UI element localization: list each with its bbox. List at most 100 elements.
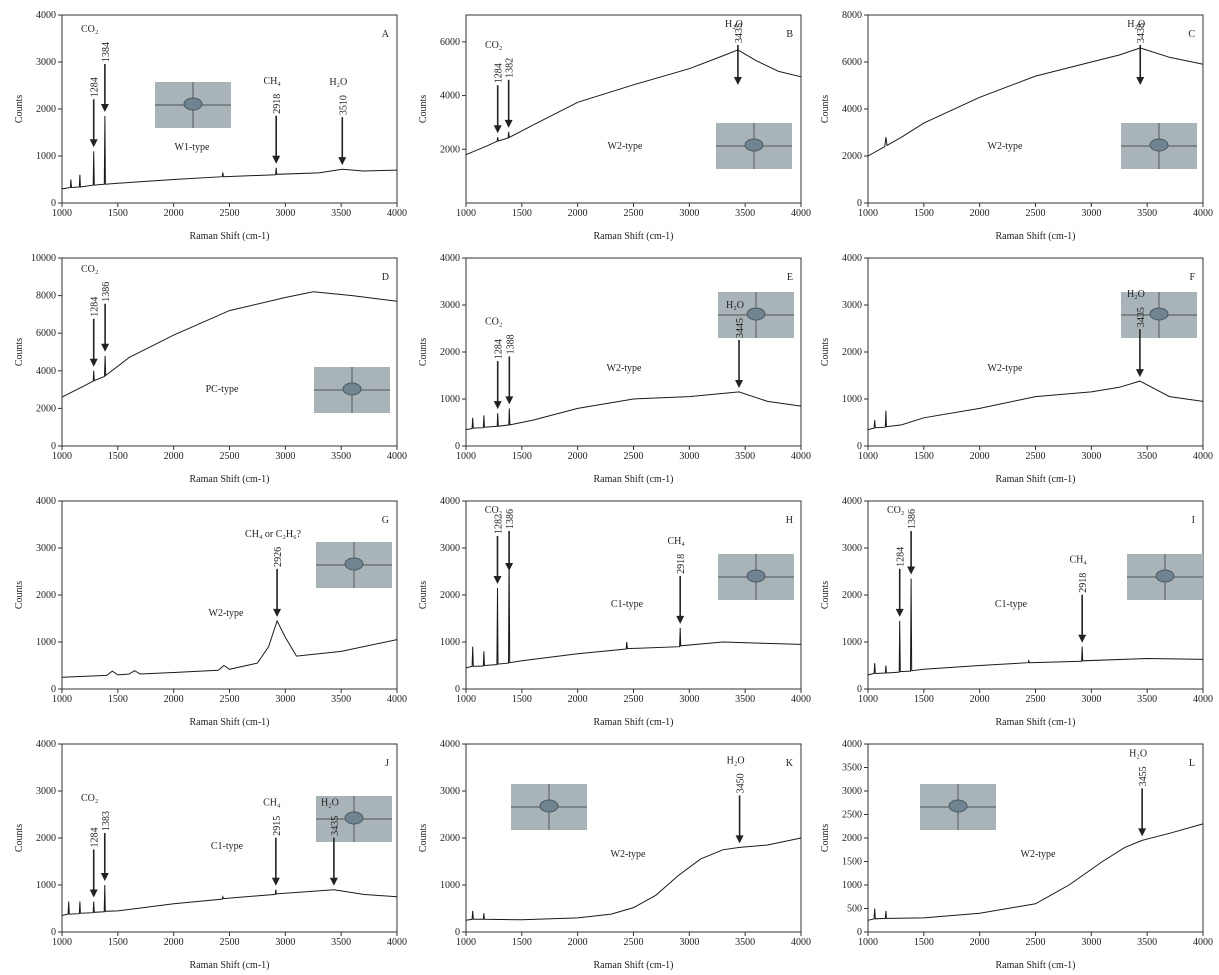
species-label: H₂O xyxy=(725,19,743,30)
x-tick-label: 2500 xyxy=(220,208,240,219)
peak-label: 1282 xyxy=(493,514,504,534)
peak-label: 2918 xyxy=(676,554,687,574)
panel-letter: L xyxy=(1189,758,1195,769)
x-tick-label: 2500 xyxy=(624,208,644,219)
peak-label: 3450 xyxy=(736,773,747,793)
y-axis-label: Counts xyxy=(14,338,25,366)
plot-frame xyxy=(61,500,398,690)
spectrum-line xyxy=(61,115,398,190)
y-tick-label: 4000 xyxy=(440,91,460,102)
x-tick-label: 4000 xyxy=(1193,451,1213,462)
y-tick-label: 1000 xyxy=(440,880,460,891)
type-label: W2-type xyxy=(1021,849,1057,860)
y-tick-label: 6000 xyxy=(842,57,862,68)
x-tick-label: 3500 xyxy=(1137,451,1157,462)
inset-photo xyxy=(718,292,794,338)
x-tick-label: 2000 xyxy=(164,208,184,219)
peak-label: 1382 xyxy=(505,58,516,78)
y-tick-label: 3000 xyxy=(36,786,56,797)
peak-arrowhead xyxy=(733,77,742,85)
type-label: C1-type xyxy=(995,599,1028,610)
peak-arrowhead xyxy=(338,157,347,166)
y-tick-label: 1000 xyxy=(842,394,862,405)
x-axis-label: Raman Shift (cm-1) xyxy=(594,474,674,485)
x-tick-label: 2000 xyxy=(970,694,990,705)
y-tick-label: 0 xyxy=(51,927,56,938)
peak-label: 1284 xyxy=(494,63,505,83)
inset-photo xyxy=(155,82,231,128)
x-tick-label: 3500 xyxy=(735,694,755,705)
x-tick-label: 2000 xyxy=(970,208,990,219)
peak-label: 1284 xyxy=(494,339,505,359)
species-label: H₂O xyxy=(1127,19,1145,30)
y-tick-label: 2000 xyxy=(440,144,460,155)
y-axis-label: Counts xyxy=(418,824,429,852)
inset-inclusion xyxy=(1149,138,1169,152)
inset-inclusion xyxy=(344,557,364,571)
species-label: CO₂ xyxy=(81,24,98,35)
x-tick-label: 3500 xyxy=(331,208,351,219)
inset-inclusion xyxy=(746,569,766,583)
x-tick-label: 1500 xyxy=(512,937,532,948)
y-tick-label: 4000 xyxy=(440,253,460,264)
species-label: H₂O xyxy=(726,300,744,311)
y-tick-label: 3000 xyxy=(842,300,862,311)
peak-label: 2926 xyxy=(273,547,284,567)
peak-arrowhead xyxy=(101,343,110,352)
type-label: W2-type xyxy=(209,608,245,619)
inset-photo xyxy=(316,542,392,588)
x-axis-label: Raman Shift (cm-1) xyxy=(996,474,1076,485)
y-tick-label: 2000 xyxy=(842,347,862,358)
species-label: H₂O xyxy=(1127,289,1145,300)
x-axis-label: Raman Shift (cm-1) xyxy=(594,717,674,728)
panel-letter: K xyxy=(786,758,794,769)
x-axis-label: Raman Shift (cm-1) xyxy=(190,717,270,728)
y-tick-label: 10000 xyxy=(31,253,56,264)
x-tick-label: 1500 xyxy=(108,208,128,219)
x-tick-label: 1500 xyxy=(914,451,934,462)
y-tick-label: 4000 xyxy=(842,253,862,264)
plot-frame xyxy=(465,743,802,933)
peak-label: 3435 xyxy=(330,816,341,836)
x-tick-label: 3500 xyxy=(1137,208,1157,219)
x-tick-label: 4000 xyxy=(387,694,407,705)
peak-label: 1386 xyxy=(907,509,918,529)
spectrum-line xyxy=(61,619,398,678)
peak-label: 1284 xyxy=(90,297,101,317)
type-label: PC-type xyxy=(206,384,239,395)
y-tick-label: 4000 xyxy=(842,739,862,750)
species-label: CH₄ xyxy=(263,798,281,809)
x-tick-label: 3000 xyxy=(679,208,699,219)
inset-photo xyxy=(1127,554,1203,600)
peak-arrowhead xyxy=(505,563,514,571)
peak-arrowhead xyxy=(505,396,514,405)
spectrum-line xyxy=(867,578,1204,676)
x-tick-label: 1000 xyxy=(858,694,878,705)
y-axis-label: Counts xyxy=(14,95,25,123)
peak-arrowhead xyxy=(89,889,98,898)
type-label: W2-type xyxy=(608,141,644,152)
x-tick-label: 2000 xyxy=(568,937,588,948)
x-tick-label: 2500 xyxy=(1026,451,1046,462)
peak-label: 1386 xyxy=(101,282,112,302)
y-tick-label: 0 xyxy=(51,684,56,695)
inset-inclusion xyxy=(342,382,362,396)
y-tick-label: 8000 xyxy=(36,291,56,302)
x-tick-label: 1000 xyxy=(52,694,72,705)
panel-letter: C xyxy=(1188,29,1195,40)
y-tick-label: 4000 xyxy=(36,739,56,750)
spectrum-line xyxy=(61,291,398,398)
y-axis-label: Counts xyxy=(14,824,25,852)
inset-photo xyxy=(314,367,390,413)
inset-inclusion xyxy=(744,138,764,152)
species-label: CO₂ xyxy=(81,793,98,804)
y-tick-label: 4000 xyxy=(36,366,56,377)
species-label: CO₂ xyxy=(485,505,502,516)
species-label: CO₂ xyxy=(887,505,904,516)
species-label: CO₂ xyxy=(81,264,98,275)
x-axis-label: Raman Shift (cm-1) xyxy=(594,960,674,971)
y-tick-label: 1000 xyxy=(842,637,862,648)
y-tick-label: 3000 xyxy=(842,786,862,797)
x-tick-label: 1500 xyxy=(914,694,934,705)
